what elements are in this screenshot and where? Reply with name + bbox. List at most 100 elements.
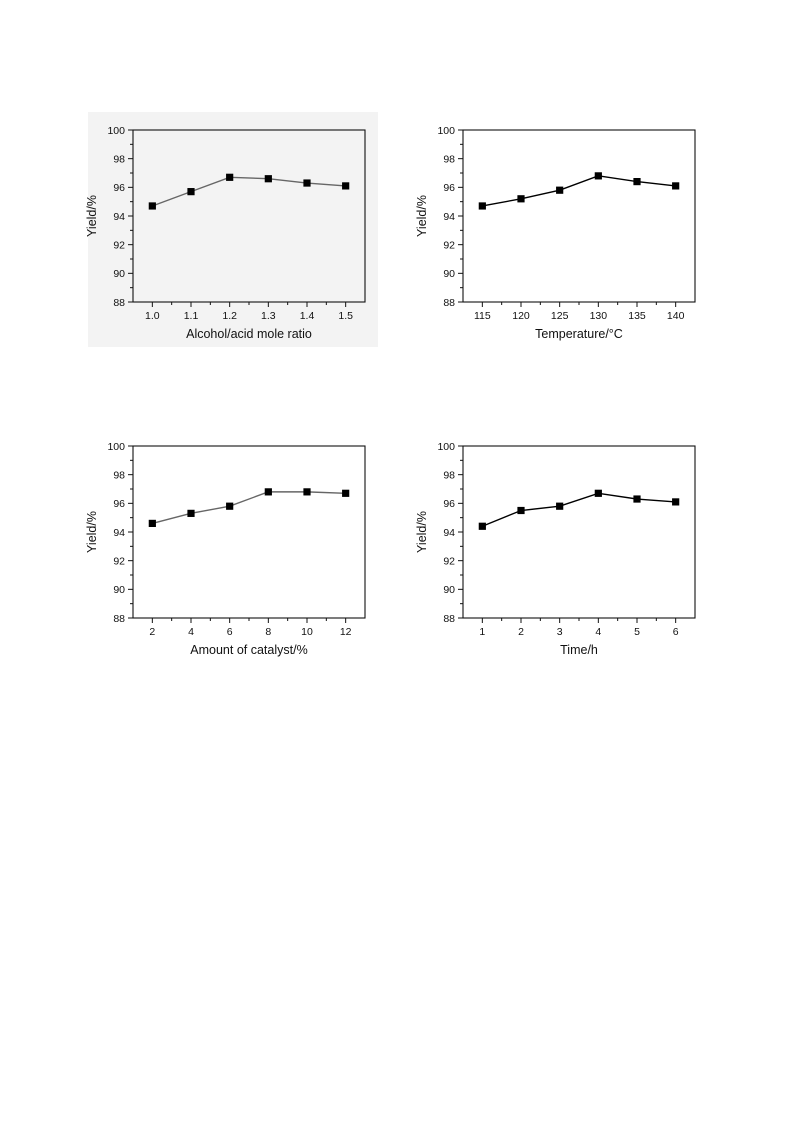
x-tick-label: 1 — [479, 626, 485, 638]
y-tick-label: 96 — [443, 498, 455, 510]
y-tick-label: 92 — [113, 555, 125, 567]
data-point-marker — [672, 498, 680, 506]
x-tick-label: 1.3 — [261, 310, 276, 322]
data-point-marker — [226, 173, 234, 181]
x-tick-label: 135 — [628, 310, 646, 322]
plot-frame — [132, 445, 366, 619]
data-point-marker — [633, 495, 641, 503]
x-axis-title: Alcohol/acid mole ratio — [186, 327, 312, 341]
y-tick-label: 100 — [107, 441, 125, 453]
y-tick-label: 94 — [443, 211, 455, 223]
y-tick-label: 88 — [443, 297, 455, 309]
x-tick-label: 5 — [634, 626, 640, 638]
y-axis-title: Yield/% — [85, 195, 99, 237]
x-tick-label: 8 — [265, 626, 271, 638]
plot-frame — [132, 129, 366, 303]
y-axis-title: Yield/% — [415, 195, 429, 237]
y-tick-label: 90 — [113, 584, 125, 596]
y-tick-label: 90 — [443, 268, 455, 280]
y-tick-label: 92 — [113, 239, 125, 251]
x-axis-title: Temperature/°C — [535, 327, 623, 341]
plot-frame — [462, 445, 696, 619]
y-tick-label: 90 — [443, 584, 455, 596]
chart-svg: 88 90 92 94 96 98 100 1.0 1.1 1.2 1.3 1.4 1.5 Alcohol… — [85, 125, 366, 341]
series-line — [152, 176, 346, 207]
y-tick-label: 96 — [443, 182, 455, 194]
data-point-marker — [303, 179, 311, 187]
data-point-marker — [517, 195, 525, 203]
plot-frame — [462, 129, 696, 303]
data-point-marker — [517, 506, 525, 515]
chart-time: 88 90 92 94 96 98 100 1 2 3 4 5 6 Time/h Yield/% — [415, 428, 708, 663]
y-tick-label: 96 — [113, 498, 125, 510]
x-tick-label: 1.4 — [300, 310, 315, 322]
chart-temperature: 88 90 92 94 96 98 100 115 120 125 130 135 140 Tempera… — [415, 112, 708, 347]
chart-alcohol-acid-ratio: 88 90 92 94 96 98 100 1.0 1.1 1.2 1.3 1.4 1.5 Alcohol… — [85, 112, 378, 347]
x-tick-label: 115 — [474, 310, 491, 322]
data-point-marker — [264, 488, 272, 496]
data-point-marker — [594, 172, 602, 180]
y-tick-label: 88 — [443, 613, 455, 625]
data-point-marker — [226, 502, 234, 510]
data-point-marker — [633, 178, 641, 186]
y-tick-label: 96 — [113, 182, 125, 194]
data-point-marker — [342, 489, 350, 497]
y-tick-label: 92 — [443, 555, 455, 567]
y-tick-label: 98 — [113, 469, 125, 481]
x-tick-label: 1.1 — [184, 310, 199, 322]
data-point-marker — [187, 188, 195, 196]
x-tick-label: 125 — [551, 310, 569, 322]
x-tick-label: 2 — [149, 626, 155, 638]
series-line — [482, 175, 676, 207]
data-point-marker — [478, 522, 486, 530]
y-tick-label: 92 — [443, 239, 455, 251]
chart-svg: 88 90 92 94 96 98 100 2 4 6 8 10 12 Amount of catalys… — [85, 441, 366, 657]
x-axis-title: Time/h — [560, 643, 598, 657]
data-point-marker — [594, 489, 602, 497]
data-point-marker — [672, 182, 680, 190]
y-axis-title: Yield/% — [415, 511, 429, 553]
y-tick-label: 94 — [113, 527, 125, 539]
x-tick-label: 12 — [340, 626, 352, 638]
y-tick-label: 94 — [443, 527, 455, 539]
x-tick-label: 1.5 — [338, 310, 353, 322]
y-tick-label: 98 — [443, 469, 455, 481]
data-point-marker — [264, 175, 272, 183]
x-tick-label: 1.0 — [145, 310, 160, 322]
y-axis-title: Yield/% — [85, 511, 99, 553]
chart-svg: 88 90 92 94 96 98 100 115 120 125 130 135 140 Tempera… — [415, 125, 696, 341]
y-tick-label: 98 — [443, 153, 455, 165]
x-tick-label: 2 — [518, 626, 524, 638]
x-tick-label: 130 — [590, 310, 608, 322]
data-point-marker — [303, 488, 311, 496]
data-point-marker — [187, 509, 195, 517]
x-axis-title: Amount of catalyst/% — [190, 643, 307, 657]
y-tick-label: 100 — [107, 125, 125, 137]
data-point-marker — [556, 502, 564, 510]
data-point-marker — [342, 182, 350, 190]
y-tick-label: 100 — [437, 441, 455, 453]
x-tick-label: 4 — [595, 626, 601, 638]
chart-catalyst-amount: 88 90 92 94 96 98 100 2 4 6 8 10 12 Amount of catalys… — [85, 428, 378, 663]
y-tick-label: 98 — [113, 153, 125, 165]
y-tick-label: 88 — [113, 297, 125, 309]
x-tick-label: 140 — [667, 310, 685, 322]
x-tick-label: 120 — [512, 310, 530, 322]
x-tick-label: 6 — [227, 626, 233, 638]
x-tick-label: 4 — [188, 626, 194, 638]
x-tick-label: 10 — [301, 626, 313, 638]
series-line — [152, 491, 346, 525]
data-point-marker — [478, 202, 486, 210]
data-point-marker — [556, 186, 564, 194]
chart-svg: 88 90 92 94 96 98 100 1 2 3 4 5 6 Time/h Yield/% — [415, 441, 696, 657]
x-tick-label: 1.2 — [222, 310, 237, 322]
series-line — [482, 492, 676, 527]
x-tick-label: 6 — [673, 626, 679, 638]
y-tick-label: 100 — [437, 125, 455, 137]
x-tick-label: 3 — [557, 626, 563, 638]
y-tick-label: 88 — [113, 613, 125, 625]
data-point-marker — [148, 202, 156, 210]
data-point-marker — [148, 519, 156, 527]
y-tick-label: 94 — [113, 211, 125, 223]
y-tick-label: 90 — [113, 268, 125, 280]
